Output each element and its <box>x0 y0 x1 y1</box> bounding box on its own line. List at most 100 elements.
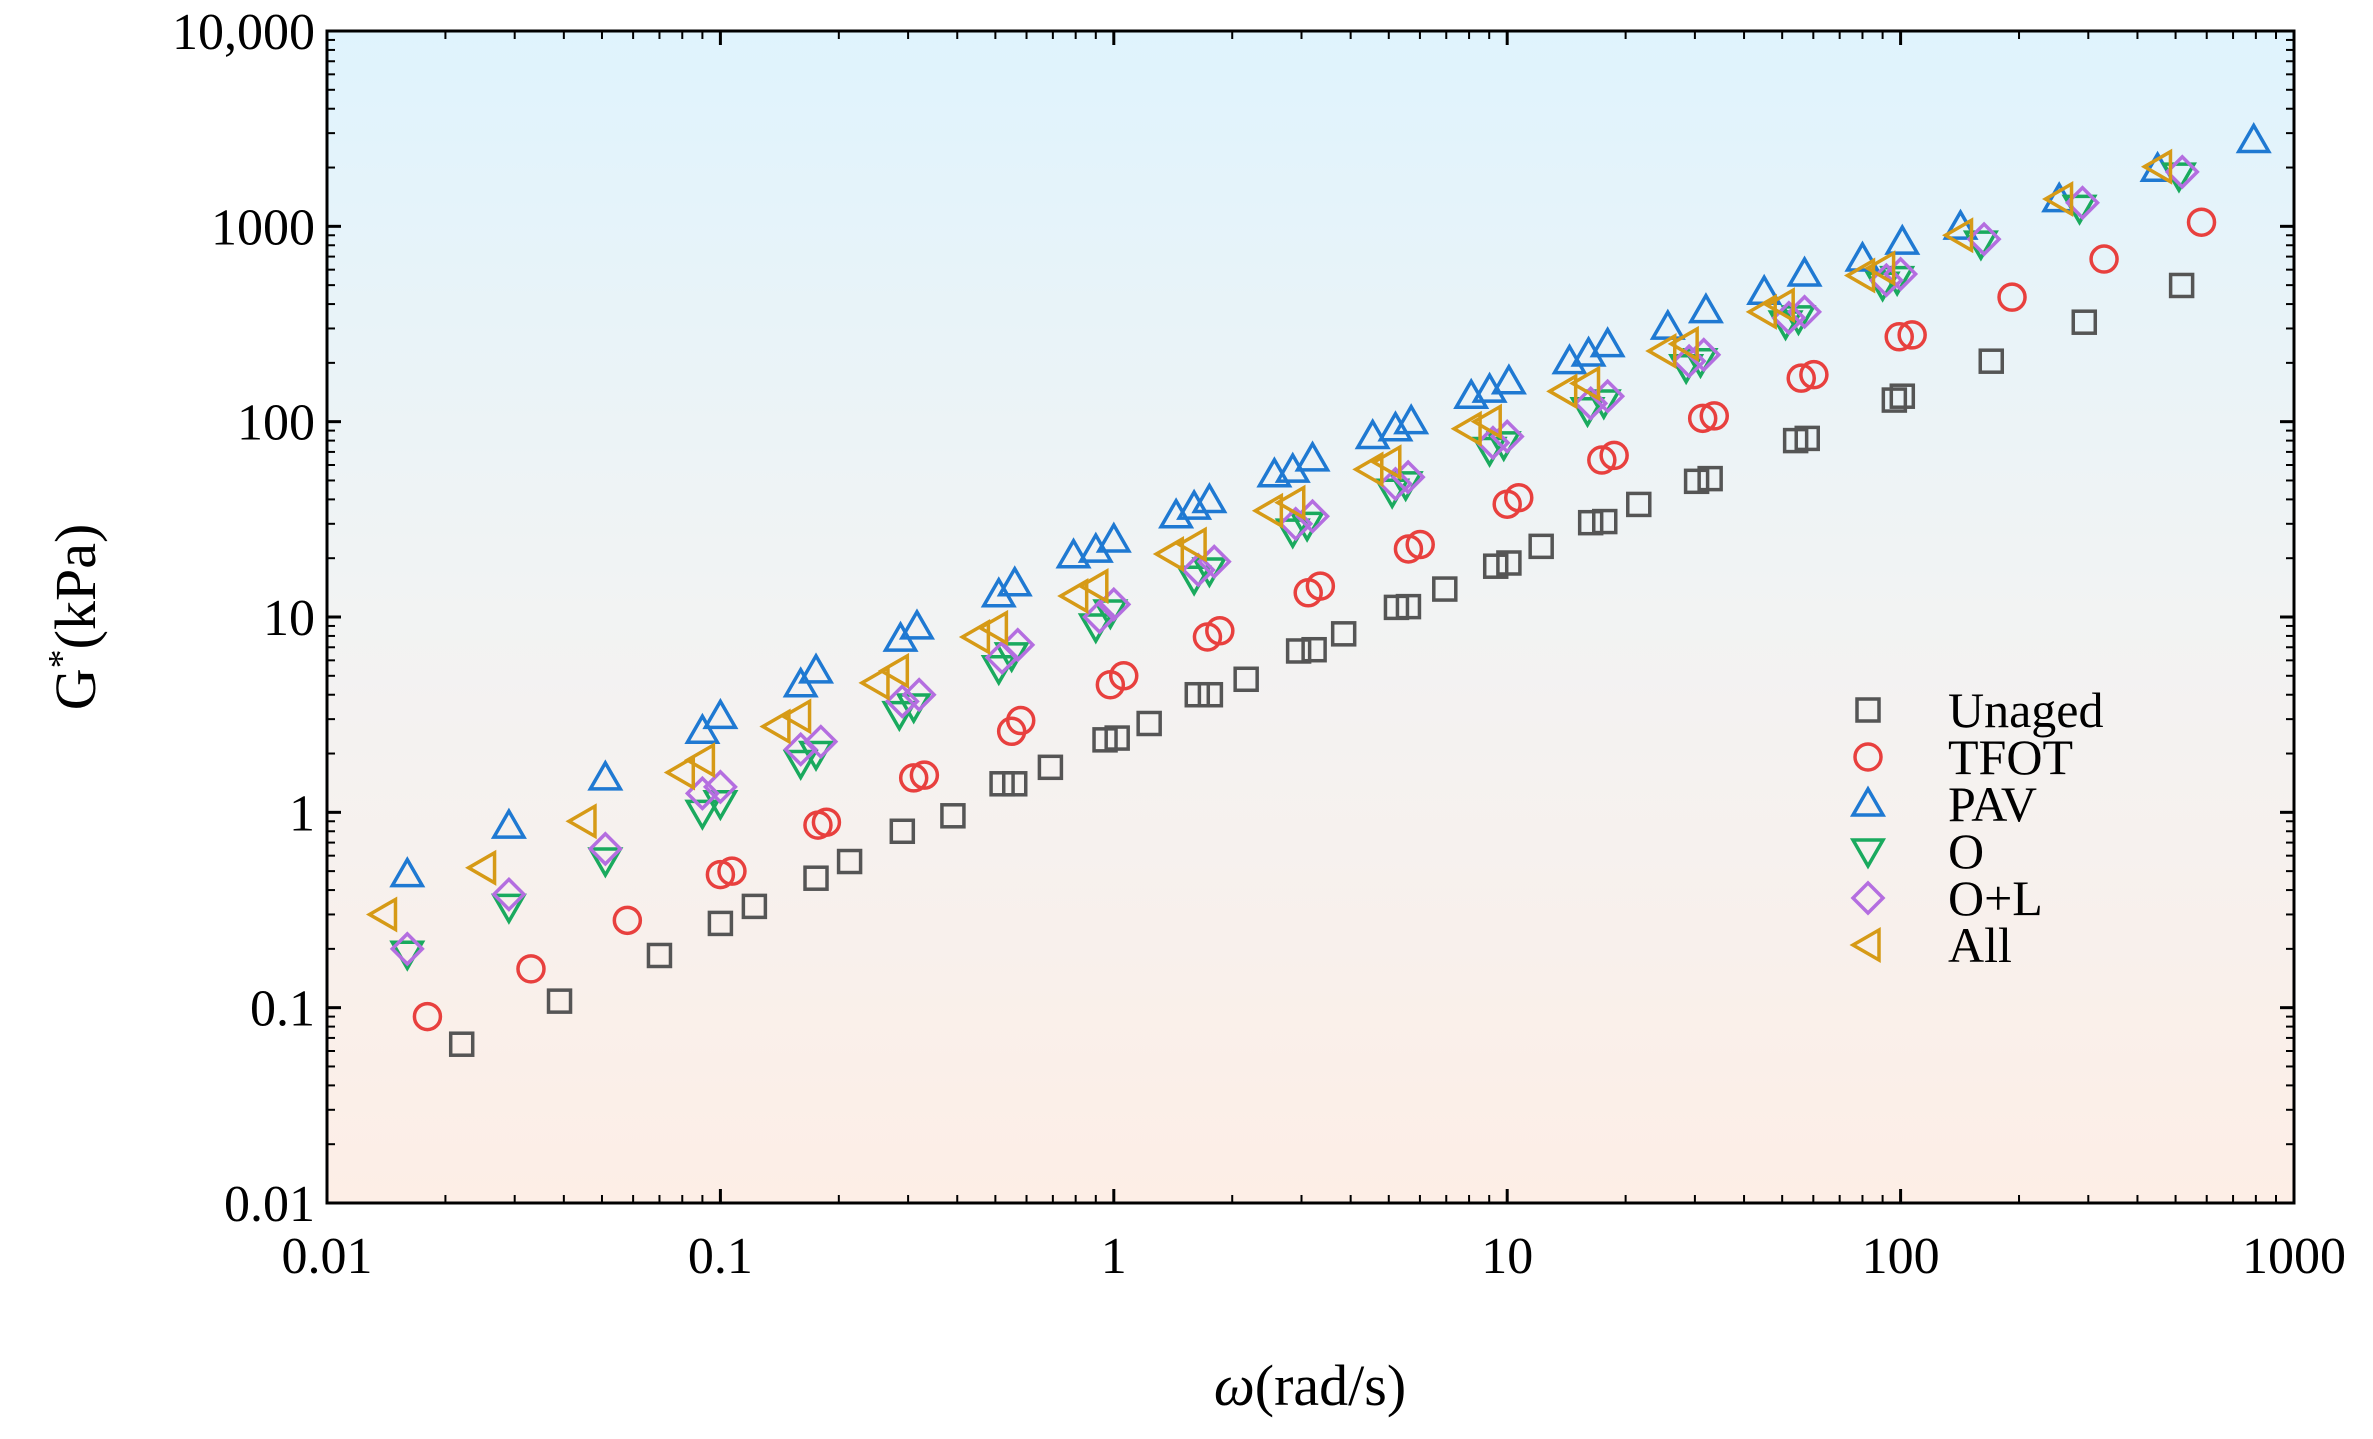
data-point <box>1528 533 1554 560</box>
data-point <box>1370 444 1402 481</box>
data-point <box>1352 451 1384 488</box>
data-point <box>996 565 1033 597</box>
y-tick-label: 1000 <box>211 199 315 256</box>
data-point <box>1881 387 1908 413</box>
data-point <box>1626 491 1652 518</box>
data-point <box>1005 705 1036 736</box>
data-point <box>1180 552 1216 588</box>
y-tick-label: 100 <box>237 395 315 452</box>
x-tick-label: 0.01 <box>282 1228 373 1285</box>
data-point <box>1942 208 1979 240</box>
data-point <box>1176 488 1213 520</box>
data-point <box>1175 526 1207 563</box>
y-tick-label: 1 <box>289 785 315 842</box>
data-point <box>448 1031 475 1057</box>
data-point <box>1668 354 1705 386</box>
data-point <box>1432 576 1458 602</box>
data-point <box>705 859 736 890</box>
data-point <box>2071 309 2098 335</box>
data-point <box>646 942 673 969</box>
data-point <box>1278 506 1314 542</box>
data-point <box>803 865 829 891</box>
y-tick-label: 10,000 <box>172 4 315 61</box>
data-point <box>1966 221 2002 257</box>
data-point <box>877 652 910 689</box>
plot-background <box>327 31 2294 1203</box>
data-point <box>1687 292 1724 324</box>
data-point <box>1884 223 1921 255</box>
data-point <box>811 807 842 837</box>
data-point <box>1997 282 2027 312</box>
y-axis-ticks: 0.01 0.1 1 10 100 1000 10,000 <box>172 4 2294 1233</box>
data-point <box>797 652 835 684</box>
data-point <box>2140 148 2173 185</box>
data-point <box>1251 492 1284 529</box>
data-point <box>1587 445 1617 475</box>
data-point <box>1686 337 1722 373</box>
data-point <box>741 893 768 920</box>
data-point <box>546 988 573 1014</box>
data-point <box>1490 363 1527 395</box>
data-point <box>1884 322 1914 352</box>
data-point <box>2168 272 2195 299</box>
data-point <box>1037 754 1064 781</box>
data-point <box>1055 537 1092 569</box>
x-tick-label: 10 <box>1481 1228 1533 1285</box>
legend-label: PAV <box>1948 776 2037 832</box>
data-point <box>1470 403 1502 440</box>
data-point <box>1377 410 1414 442</box>
data-point <box>702 769 738 805</box>
data-point <box>1057 578 1089 615</box>
data-point <box>858 664 890 701</box>
data-point <box>958 618 991 656</box>
data-point <box>2042 180 2074 218</box>
data-point <box>1645 332 1677 370</box>
data-point <box>1450 410 1482 447</box>
data-points <box>365 122 2272 1057</box>
data-point <box>909 760 940 790</box>
data-point <box>1378 466 1413 502</box>
x-tick-label: 1 <box>1101 1228 1127 1285</box>
data-point <box>1843 257 1876 294</box>
data-point <box>898 763 929 793</box>
data-point <box>836 848 863 875</box>
data-point <box>1289 511 1326 543</box>
data-point <box>389 856 426 888</box>
data-point <box>612 905 643 936</box>
data-point <box>1489 418 1525 454</box>
data-point <box>1205 616 1235 646</box>
data-point <box>683 742 716 779</box>
data-point <box>490 893 527 925</box>
data-point <box>1889 383 1916 409</box>
legend-marker <box>1849 926 1881 964</box>
data-point <box>980 576 1017 608</box>
data-point <box>1104 725 1130 751</box>
data-point <box>1697 465 1723 492</box>
x-axis-ticks: 0.01 0.1 1 10 100 1000 <box>282 31 2346 1285</box>
x-tick-label: 0.1 <box>688 1228 753 1285</box>
data-point <box>1191 481 1228 514</box>
data-point <box>1682 348 1719 380</box>
data-point <box>1285 638 1312 664</box>
data-point <box>1305 571 1336 601</box>
data-point <box>1294 440 1331 472</box>
data-point <box>898 608 936 640</box>
data-point <box>1475 425 1511 461</box>
legend-label: O+L <box>1948 870 2043 926</box>
legend-marker <box>1849 785 1887 817</box>
data-point <box>1082 599 1118 635</box>
data-point <box>1883 256 1919 292</box>
data-point <box>1568 365 1601 402</box>
data-point <box>1599 440 1629 471</box>
data-point <box>803 724 839 760</box>
data-point <box>1978 348 2005 374</box>
data-point <box>565 803 597 840</box>
data-point <box>587 759 624 791</box>
legend-label: TFOT <box>1948 729 2073 785</box>
data-point <box>490 807 527 839</box>
legend-label: O <box>1948 823 1984 879</box>
data-point <box>684 799 721 831</box>
data-point <box>1077 531 1114 563</box>
x-tick-label: 1000 <box>2242 1228 2346 1285</box>
